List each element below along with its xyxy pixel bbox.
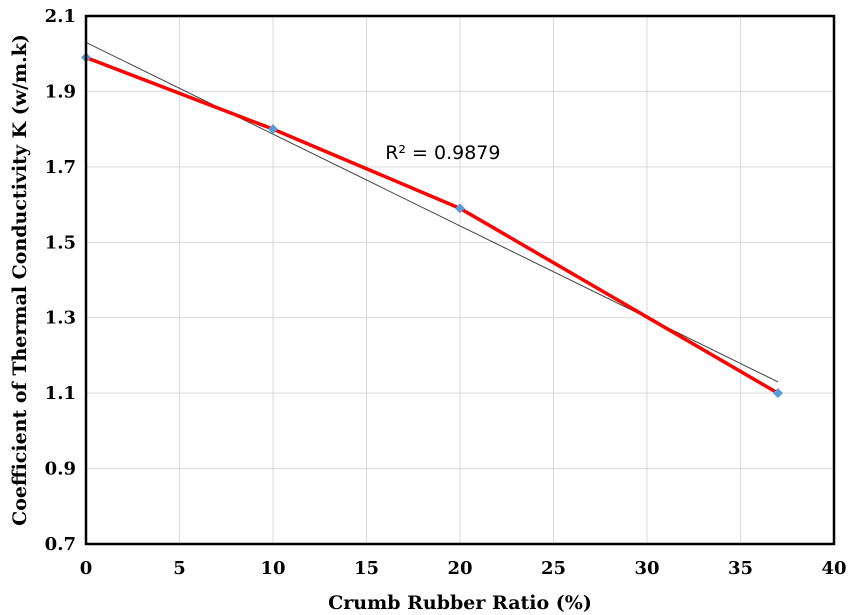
x-tick-label: 25	[541, 558, 566, 579]
y-axis-title: Coefficient of Thermal Conductivity K (w…	[9, 34, 31, 526]
x-tick-label: 15	[354, 558, 379, 579]
x-tick-label: 35	[728, 558, 753, 579]
x-axis-ticks: 0 5 10 15 20 25 30 35 40	[80, 558, 847, 579]
data-point-marker	[772, 388, 783, 399]
x-axis-title: Crumb Rubber Ratio (%)	[328, 592, 592, 614]
y-tick-label: 0.9	[45, 459, 76, 480]
y-tick-label: 1.7	[45, 157, 76, 178]
data-point-marker	[268, 124, 278, 135]
y-tick-label: 1.1	[45, 383, 76, 404]
y-axis-ticks: 0.7 0.9 1.1 1.3 1.5 1.7 1.9 2.1	[45, 6, 76, 555]
series-layer	[81, 52, 783, 399]
grid	[86, 16, 834, 544]
x-tick-label: 5	[173, 558, 186, 579]
y-tick-label: 1.5	[45, 232, 76, 253]
x-tick-label: 40	[821, 558, 846, 579]
series-line	[85, 55, 779, 395]
y-tick-label: 1.9	[45, 81, 76, 102]
x-tick-label: 0	[80, 558, 93, 579]
y-tick-label: 1.3	[45, 308, 76, 329]
y-tick-label: 0.7	[45, 534, 76, 555]
r-squared-annotation: R² = 0.9879	[385, 142, 500, 164]
y-tick-label: 2.1	[45, 6, 76, 27]
plot-area-frame	[84, 14, 836, 546]
x-tick-label: 20	[447, 558, 472, 579]
x-tick-label: 10	[260, 558, 285, 579]
data-point-marker	[455, 203, 465, 214]
x-tick-label: 30	[634, 558, 659, 579]
